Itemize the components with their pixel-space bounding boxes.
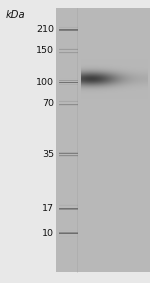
Text: 100: 100 xyxy=(36,78,54,87)
Text: 70: 70 xyxy=(42,99,54,108)
Text: 35: 35 xyxy=(42,150,54,159)
Text: kDa: kDa xyxy=(6,10,26,20)
Bar xyxy=(56,8,150,272)
Text: 17: 17 xyxy=(42,203,54,213)
Text: 10: 10 xyxy=(42,229,54,238)
Text: 150: 150 xyxy=(36,46,54,55)
Text: 210: 210 xyxy=(36,25,54,34)
